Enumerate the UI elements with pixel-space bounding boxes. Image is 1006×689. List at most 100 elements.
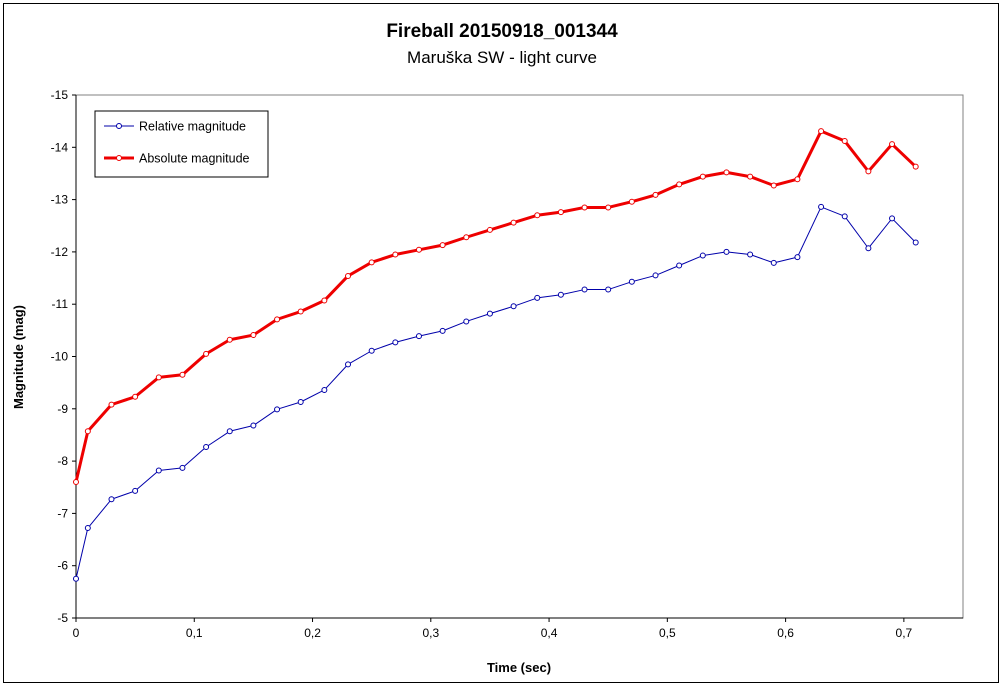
y-tick-label: -8 <box>57 454 68 468</box>
data-point-absolute <box>770 182 777 189</box>
x-tick-label: 0,2 <box>304 626 321 640</box>
series-absolute <box>73 128 919 486</box>
data-point-relative <box>132 487 139 494</box>
light-curve-chart: Fireball 20150918_001344 Maruška SW - li… <box>11 21 964 675</box>
data-point-absolute <box>699 173 706 180</box>
data-point-relative <box>557 291 564 298</box>
data-point-relative <box>321 386 328 393</box>
data-point-absolute <box>865 168 872 175</box>
data-point-absolute <box>581 204 588 211</box>
data-point-absolute <box>841 138 848 145</box>
data-point-absolute <box>794 176 801 183</box>
data-point-absolute <box>226 336 233 343</box>
plot-area <box>75 94 964 619</box>
data-point-absolute <box>912 163 919 170</box>
x-tick-label: 0,5 <box>659 626 676 640</box>
data-point-relative <box>841 213 848 220</box>
x-tick-label: 0,3 <box>422 626 439 640</box>
data-point-absolute <box>747 173 754 180</box>
data-point-absolute <box>73 479 79 486</box>
chart-subtitle: Maruška SW - light curve <box>407 48 597 67</box>
data-point-absolute <box>676 181 683 188</box>
data-point-relative <box>84 525 91 532</box>
data-point-relative <box>203 443 210 450</box>
data-point-absolute <box>108 401 115 408</box>
series-layer <box>73 128 919 582</box>
data-point-absolute <box>439 242 446 249</box>
data-point-relative <box>510 303 517 310</box>
x-tick-label: 0,6 <box>777 626 794 640</box>
y-tick-label: -12 <box>51 245 69 259</box>
data-point-absolute <box>179 371 186 378</box>
data-point-relative <box>250 422 257 429</box>
series-relative <box>73 203 919 582</box>
legend-marker-relative <box>116 123 122 129</box>
y-tick-label: -10 <box>51 350 69 364</box>
data-point-relative <box>415 333 422 340</box>
x-axis-label: Time (sec) <box>487 660 551 675</box>
data-point-relative <box>723 248 730 255</box>
data-point-absolute <box>510 219 517 226</box>
y-tick-label: -6 <box>57 559 68 573</box>
data-point-absolute <box>652 191 659 198</box>
x-tick-label: 0,1 <box>186 626 203 640</box>
data-point-relative <box>73 575 79 582</box>
y-tick-label: -11 <box>52 297 69 311</box>
data-point-relative <box>912 239 919 246</box>
x-tick-label: 0,4 <box>541 626 558 640</box>
data-point-absolute <box>818 128 825 135</box>
chart-title: Fireball 20150918_001344 <box>386 21 618 42</box>
data-point-relative <box>794 254 801 261</box>
data-point-absolute <box>321 297 328 304</box>
data-point-relative <box>439 327 446 334</box>
y-tick-label: -13 <box>51 193 69 207</box>
data-point-relative <box>699 252 706 259</box>
data-point-absolute <box>415 246 422 253</box>
data-point-absolute <box>132 393 139 400</box>
data-point-absolute <box>723 169 730 176</box>
x-axis: 0 0,1 0,2 0,3 0,4 0,5 0,6 0,7 <box>73 617 963 640</box>
x-tick-label: 0 <box>73 626 80 640</box>
y-axis-label: Magnitude (mag) <box>11 305 26 409</box>
data-point-relative <box>108 496 115 503</box>
data-point-relative <box>628 278 635 285</box>
data-point-relative <box>274 406 281 413</box>
y-tick-label: -7 <box>57 506 68 520</box>
data-point-relative <box>345 361 352 368</box>
data-point-relative <box>865 245 872 252</box>
data-point-relative <box>770 259 777 266</box>
legend-label-absolute: Absolute magnitude <box>139 152 250 166</box>
legend: Relative magnitude Absolute magnitude <box>94 110 269 178</box>
y-tick-label: -14 <box>51 140 69 154</box>
legend-label-relative: Relative magnitude <box>139 120 246 134</box>
data-point-absolute <box>84 428 91 435</box>
data-point-relative <box>486 310 493 317</box>
legend-box <box>94 110 269 178</box>
data-point-absolute <box>605 204 612 211</box>
data-point-absolute <box>628 198 635 205</box>
data-point-relative <box>676 262 683 269</box>
data-point-relative <box>534 294 541 301</box>
data-point-absolute <box>203 350 210 357</box>
chart-frame: Fireball 20150918_001344 Maruška SW - li… <box>3 3 999 683</box>
data-point-relative <box>463 318 470 325</box>
y-tick-label: -5 <box>57 611 68 625</box>
data-point-absolute <box>345 272 352 279</box>
data-point-absolute <box>250 332 257 339</box>
data-point-absolute <box>392 251 399 258</box>
data-point-relative <box>297 399 304 406</box>
data-point-absolute <box>486 226 493 233</box>
x-tick-label: 0,7 <box>896 626 913 640</box>
data-point-absolute <box>557 209 564 216</box>
data-point-absolute <box>368 259 375 266</box>
data-point-relative <box>179 464 186 471</box>
data-point-absolute <box>274 316 281 323</box>
data-point-relative <box>605 286 612 293</box>
data-point-relative <box>581 286 588 293</box>
data-point-relative <box>652 272 659 279</box>
data-point-relative <box>889 215 896 222</box>
data-point-relative <box>155 467 162 474</box>
data-point-absolute <box>297 308 304 315</box>
data-point-absolute <box>534 212 541 219</box>
data-point-relative <box>226 428 233 435</box>
